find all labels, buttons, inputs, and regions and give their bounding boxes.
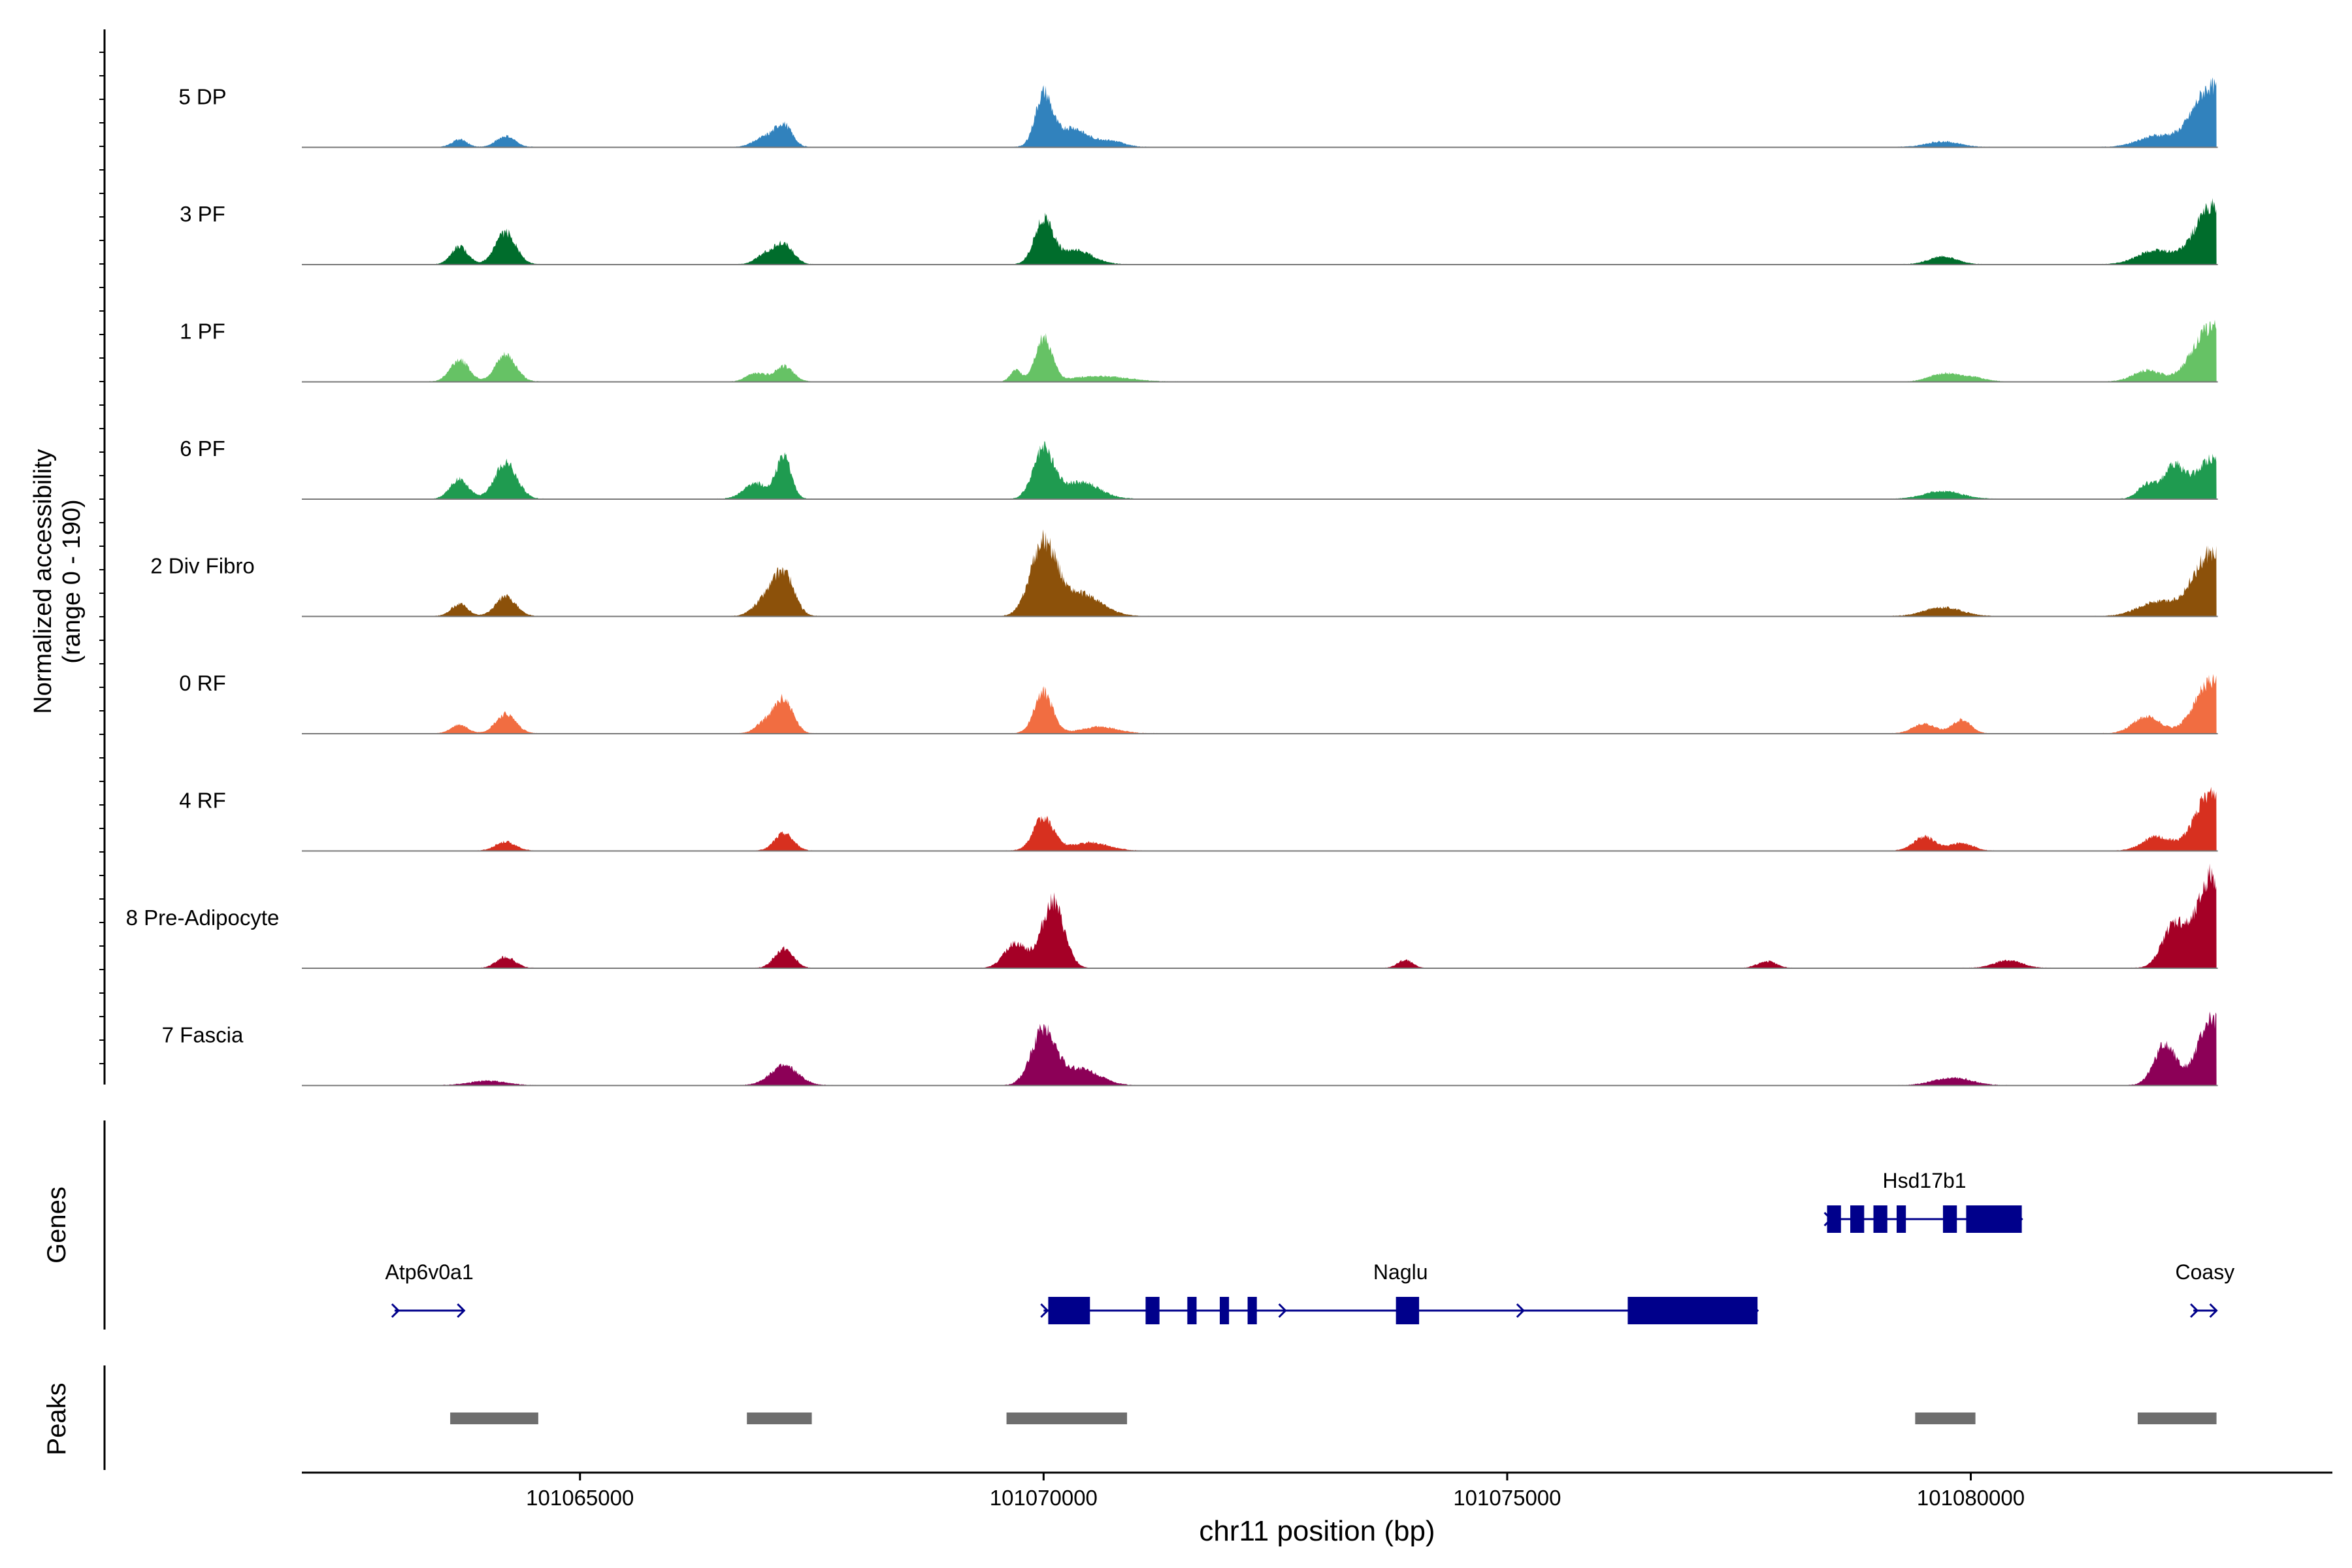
coverage-area: [394, 441, 2217, 499]
gene-name-label: Coasy: [2176, 1260, 2235, 1284]
x-tick-label: 101080000: [1917, 1486, 2025, 1510]
x-tick-label: 101075000: [1453, 1486, 1561, 1510]
peak-regions: [450, 1413, 2217, 1424]
coverage-area: [394, 863, 2217, 968]
gene-strand-chevron: [391, 1303, 400, 1318]
coverage-y-axis-ticks: [99, 52, 105, 1064]
track-label: 4 RF: [179, 789, 226, 813]
coverage-track: 1 PF: [180, 319, 2218, 383]
gene-model: Coasy: [2176, 1260, 2235, 1318]
genes-panel-title: Genes: [42, 1186, 71, 1264]
peak-region-bar: [450, 1413, 538, 1424]
coverage-track: 3 PF: [180, 198, 2218, 265]
gene-name-label: Atp6v0a1: [385, 1260, 474, 1284]
gene-exon: [1048, 1297, 1090, 1324]
track-label: 3 PF: [180, 202, 225, 226]
coverage-area: [394, 77, 2217, 148]
gene-model: Hsd17b1: [1823, 1169, 2023, 1233]
gene-exon: [1219, 1297, 1230, 1324]
coverage-y-axis-label: Normalized accessibility: [29, 449, 57, 713]
x-axis-label: chr11 position (bp): [1199, 1515, 1435, 1547]
coverage-area: [394, 198, 2217, 265]
gene-exon: [1850, 1205, 1865, 1233]
peak-region-bar: [747, 1413, 812, 1424]
coverage-track: 4 RF: [179, 787, 2218, 852]
gene-exon: [1396, 1297, 1420, 1324]
gene-exon: [1966, 1205, 2022, 1233]
track-label: 0 RF: [179, 671, 226, 695]
track-label: 7 Fascia: [162, 1023, 244, 1047]
gene-model: Atp6v0a1: [385, 1260, 474, 1318]
track-label: 5 DP: [178, 85, 226, 109]
gene-exon: [1827, 1205, 1841, 1233]
gene-models: Atp6v0a1 Naglu Hsd17b1 Coasy: [385, 1169, 2235, 1324]
gene-exon: [1145, 1297, 1160, 1324]
gene-name-label: Naglu: [1373, 1260, 1428, 1284]
peak-region-bar: [2137, 1413, 2217, 1424]
coverage-y-axis-range-label: (range 0 - 190): [58, 499, 86, 663]
track-label: 1 PF: [180, 319, 225, 344]
coverage-area: [394, 787, 2217, 851]
coverage-track: 2 Div Fibro: [150, 529, 2218, 617]
gene-model: Naglu: [1040, 1260, 1759, 1324]
coverage-track: 0 RF: [179, 671, 2218, 734]
gene-exon: [1247, 1297, 1257, 1324]
gene-strand-chevron: [1516, 1303, 1525, 1318]
gene-strand-chevron: [1040, 1303, 1049, 1318]
gene-name-label: Hsd17b1: [1883, 1169, 1967, 1192]
peak-region-bar: [1006, 1413, 1128, 1424]
x-axis-ticks: 101065000 101070000 101075000 101080000: [526, 1473, 2025, 1510]
coverage-area: [394, 319, 2217, 382]
gene-strand-chevron: [1278, 1303, 1287, 1318]
gene-exon: [1896, 1205, 1906, 1233]
coverage-area: [394, 529, 2217, 617]
gene-exon: [1627, 1297, 1758, 1324]
coverage-area: [394, 674, 2217, 734]
gene-exon: [1942, 1205, 1957, 1233]
track-label: 2 Div Fibro: [150, 554, 255, 578]
gene-strand-chevron: [2190, 1303, 2199, 1318]
peak-region-bar: [1915, 1413, 1976, 1424]
gene-strand-chevron: [457, 1303, 466, 1318]
gene-exon: [1187, 1297, 1197, 1324]
coverage-track: 7 Fascia: [162, 1011, 2218, 1086]
x-tick-label: 101065000: [526, 1486, 634, 1510]
coverage-area: [394, 1011, 2217, 1086]
coverage-track: 6 PF: [180, 436, 2218, 500]
track-label: 6 PF: [180, 436, 225, 461]
peaks-panel-title: Peaks: [42, 1382, 71, 1455]
coverage-track: 5 DP: [178, 77, 2218, 148]
track-label: 8 Pre-Adipocyte: [126, 906, 280, 930]
gene-exon: [1873, 1205, 1887, 1233]
coverage-tracks: 5 DP 3 PF 1 PF 6 PF 2 Div Fibro 0 RF 4 RF 8 Pre…: [126, 77, 2218, 1086]
coverage-track: 8 Pre-Adipocyte: [126, 863, 2218, 969]
x-tick-label: 101070000: [990, 1486, 1098, 1510]
gene-strand-chevron: [2209, 1303, 2218, 1318]
